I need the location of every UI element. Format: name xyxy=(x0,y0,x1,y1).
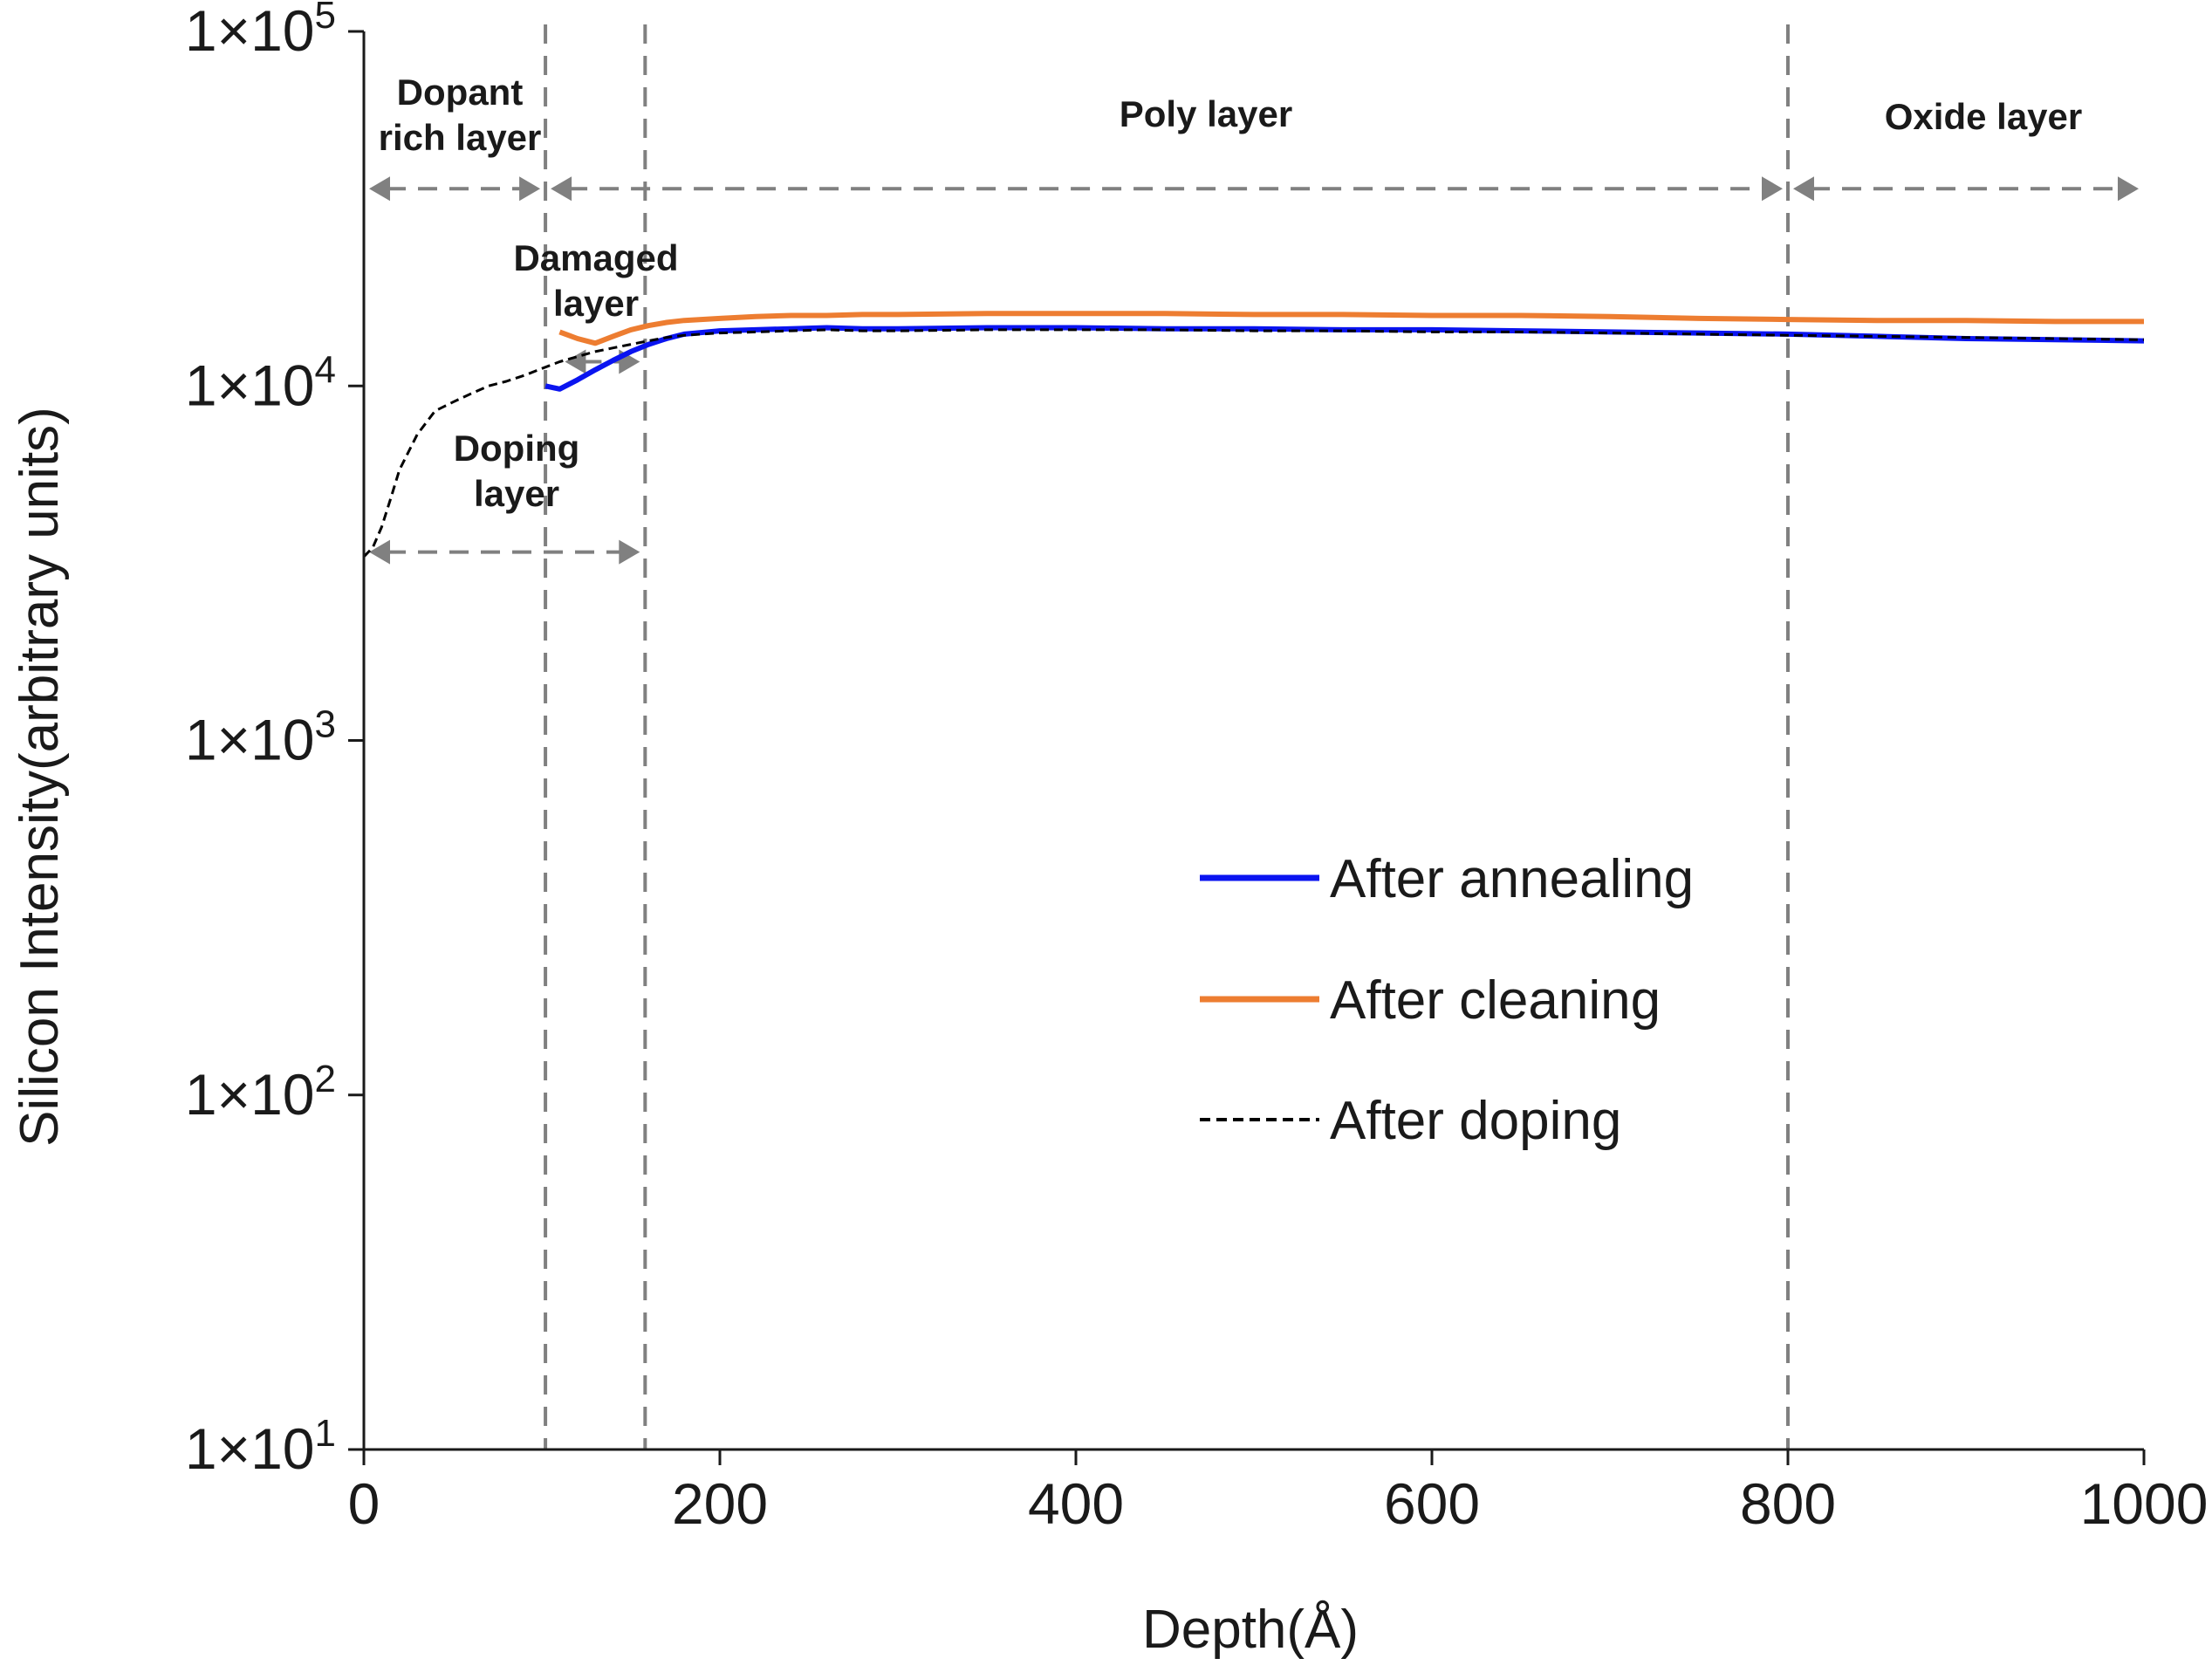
y-tick-label: 1×104 xyxy=(185,348,336,417)
region-label: Dopant rich layer xyxy=(379,72,542,158)
y-tick-label: 1×102 xyxy=(185,1058,336,1127)
y-tick-label: 1×105 xyxy=(185,0,336,63)
legend-label: After cleaning xyxy=(1330,970,1661,1031)
layer-boundaries xyxy=(544,24,1790,1449)
legend-label: After annealing xyxy=(1330,849,1694,909)
x-tick-label: 400 xyxy=(1028,1471,1124,1536)
x-tick-label: 600 xyxy=(1384,1471,1480,1536)
series-line-after-doping xyxy=(362,328,2145,558)
range-arrow-head-left xyxy=(369,539,390,565)
x-tick-label: 200 xyxy=(672,1471,768,1536)
series-line-after-annealing xyxy=(544,325,2145,392)
range-arrows xyxy=(369,176,2139,565)
axes: 0 200 400 600 800 1000 1×101 1×102 1×103 1×104 1×1… xyxy=(185,0,2209,1536)
region-label: Doping layer xyxy=(454,428,580,514)
range-arrow-head-left xyxy=(565,349,586,374)
x-axis-title: Depth(Å) xyxy=(1142,1600,1359,1660)
range-arrow-head-left xyxy=(551,176,572,202)
range-arrow-head-right xyxy=(2118,176,2139,202)
range-arrow-head-right xyxy=(519,176,541,202)
region-label: Poly layer xyxy=(1120,93,1292,134)
range-arrow-head-right xyxy=(1762,176,1783,202)
region-label: Oxide layer xyxy=(1885,96,2082,137)
range-arrow-head-left xyxy=(369,176,390,202)
data-series xyxy=(362,311,2145,558)
y-tick-label: 1×103 xyxy=(185,703,336,772)
x-tick-label: 0 xyxy=(348,1471,380,1536)
x-tick-label: 800 xyxy=(1740,1471,1836,1536)
x-tick-label: 1000 xyxy=(2080,1471,2209,1536)
region-label: Damaged layer xyxy=(513,237,678,324)
series-line-after-cleaning xyxy=(558,311,2144,346)
y-axis-title: Silicon Intensity(arbitrary units) xyxy=(10,407,70,1147)
region-labels: Dopant rich layer Damaged layer Doping layer P… xyxy=(379,72,2083,514)
legend-label: After doping xyxy=(1330,1091,1621,1151)
legend: After annealing After cleaning After dopin… xyxy=(1200,849,1694,1151)
range-arrow-head-left xyxy=(1793,176,1814,202)
y-tick-label: 1×101 xyxy=(185,1412,336,1481)
range-arrow-head-right xyxy=(619,539,640,565)
